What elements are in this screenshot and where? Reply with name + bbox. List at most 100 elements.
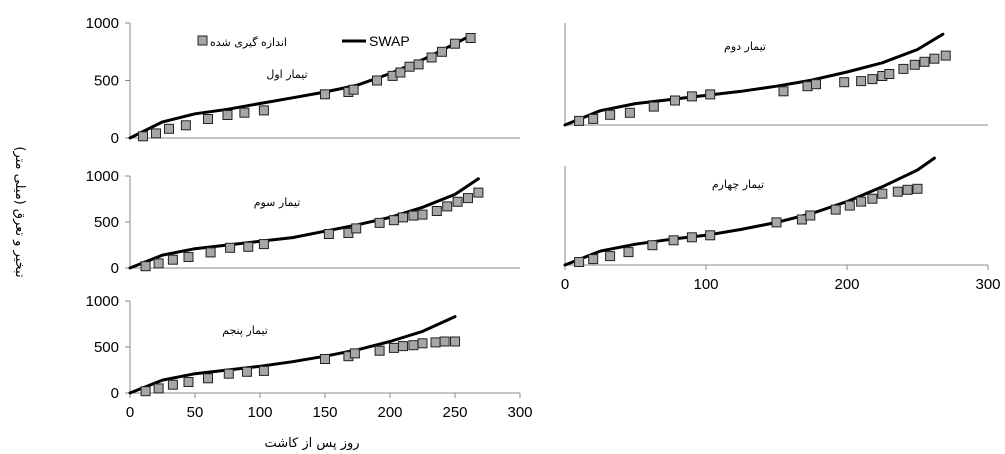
measured-point [398, 341, 408, 352]
swap-line [563, 156, 936, 267]
measured-point [686, 91, 697, 102]
measured-point [167, 379, 178, 390]
x-tick-label: 150 [312, 404, 337, 421]
measured-point [223, 368, 234, 379]
measured-point [877, 188, 888, 199]
measured-point [705, 230, 716, 241]
measured-point [605, 109, 616, 120]
x-tick-label: 100 [693, 276, 718, 293]
measured-point [388, 215, 399, 226]
x-tick-label: 300 [975, 276, 1000, 293]
measured-point [164, 123, 174, 134]
x-tick-label: 0 [126, 404, 134, 421]
measured-point [919, 56, 930, 67]
measured-point [929, 53, 940, 64]
measured-point [140, 386, 151, 397]
measured-point [239, 107, 250, 118]
measured-point [320, 89, 330, 100]
measured-point [442, 201, 453, 212]
measured-point [167, 254, 178, 265]
measured-point [242, 366, 252, 377]
measured-point [243, 241, 254, 252]
measured-point [258, 105, 269, 116]
measured-point [811, 79, 821, 90]
measured-point [898, 63, 909, 74]
measured-point [839, 77, 850, 88]
measured-point [884, 69, 895, 79]
y-tick-label: 0 [111, 260, 119, 277]
legend-measured-marker [197, 35, 208, 46]
measured-point [351, 223, 362, 234]
panel-3: 0 500 1000 تیمار سوم [86, 168, 520, 277]
measured-point [605, 251, 616, 262]
measured-point [437, 46, 447, 57]
measured-point [180, 120, 191, 131]
measured-point [465, 33, 476, 43]
measured-point [771, 217, 782, 228]
x-axis-title: روز پس از کاشت [264, 436, 359, 451]
panel-title: تیمار سوم [254, 196, 301, 209]
measured-point [372, 75, 382, 86]
panel-1: 0 500 1000 تیمار اول [86, 15, 520, 147]
measured-point [892, 186, 903, 197]
measured-point [203, 114, 213, 124]
measured-point [686, 232, 697, 243]
x-tick-label: 100 [247, 404, 272, 421]
y-tick-label: 1000 [86, 15, 119, 32]
legend: اندازه گیری شده SWAP [197, 33, 410, 49]
measured-point [778, 86, 789, 97]
measured-point [225, 242, 236, 253]
measured-point [258, 239, 269, 250]
x-tick-label: 0 [561, 276, 569, 293]
y-axis-title: تبخیر و تعرق (میلی متر) [12, 146, 27, 278]
measured-point [395, 67, 406, 78]
measured-point [408, 340, 419, 351]
measured-point [183, 252, 194, 262]
measured-point [940, 50, 951, 61]
measured-point [348, 84, 359, 95]
measured-point [431, 206, 442, 216]
measured-point [856, 76, 867, 87]
y-tick-label: 500 [94, 73, 119, 90]
y-tick-label: 0 [111, 130, 119, 147]
measured-point [450, 336, 460, 347]
measured-point [439, 336, 450, 347]
measured-point [398, 212, 408, 223]
y-tick-label: 1000 [86, 293, 119, 310]
measured-point [670, 95, 680, 106]
measured-point [844, 200, 855, 211]
measured-point [138, 131, 148, 142]
panel-2: تیمار دوم [563, 23, 988, 127]
measured-point [426, 52, 437, 63]
measured-point [222, 110, 233, 120]
x-tick-label: 200 [834, 276, 859, 293]
measured-point [574, 115, 585, 126]
measured-point [909, 59, 920, 70]
x-tick-label: 250 [442, 404, 467, 421]
swap-line [563, 32, 945, 127]
measured-point [417, 209, 428, 220]
y-tick-label: 0 [111, 385, 119, 402]
y-tick-label: 500 [94, 339, 119, 356]
measured-point [153, 258, 164, 269]
measured-point [588, 254, 599, 265]
swap-line [128, 177, 480, 270]
measured-point [902, 184, 913, 195]
panel-title: تیمار دوم [724, 40, 766, 53]
measured-point [574, 257, 585, 267]
x-tick-label: 200 [377, 404, 402, 421]
measured-point [413, 59, 424, 70]
measured-point [258, 365, 269, 376]
measured-point [374, 345, 385, 356]
panel-title: تیمار اول [266, 68, 307, 81]
measured-point [668, 235, 679, 246]
measured-point [705, 89, 716, 100]
measured-point [323, 229, 334, 239]
panel-5: 0 500 1000 0 50 100 150 200 250 300 تیمار پنجم [86, 293, 533, 421]
measured-point [624, 107, 635, 118]
measured-point [151, 128, 161, 139]
measured-point [473, 187, 484, 198]
measured-point [648, 101, 659, 112]
